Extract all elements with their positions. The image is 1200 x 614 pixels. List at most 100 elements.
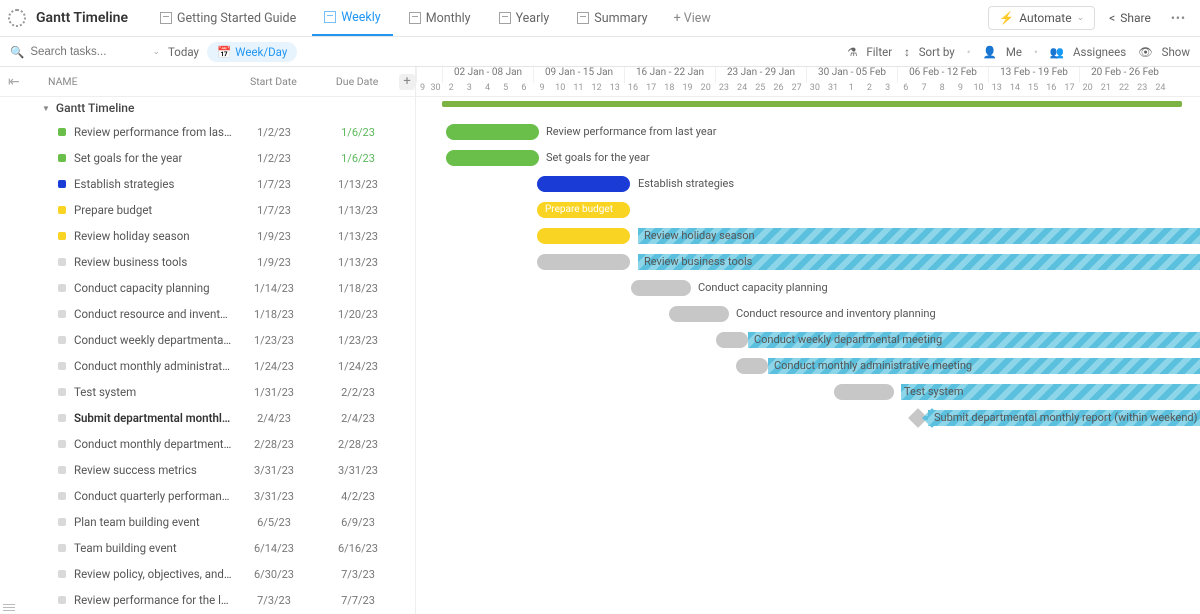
day-label: 25 — [751, 83, 769, 97]
start-date: 3/31/23 — [232, 490, 316, 503]
task-name: Test system — [74, 385, 136, 399]
status-dot — [58, 544, 66, 552]
gantt-bar[interactable] — [669, 306, 729, 322]
day-label: 7 — [915, 83, 933, 97]
status-dot — [58, 336, 66, 344]
task-name: Conduct resource and inventory pl... — [74, 307, 232, 321]
task-row[interactable]: Conduct resource and inventory pl... 1/1… — [0, 301, 415, 327]
task-row[interactable]: Team building event 6/14/23 6/16/23 — [0, 535, 415, 561]
task-row[interactable]: Test system 1/31/23 2/2/23 — [0, 379, 415, 405]
day-label: 27 — [788, 83, 806, 97]
gantt-bar[interactable] — [631, 280, 691, 296]
today-button[interactable]: Today — [168, 45, 199, 59]
eye-icon: 👁 — [1138, 45, 1153, 59]
page-title: Gantt Timeline — [36, 10, 128, 26]
task-row[interactable]: Conduct weekly departmental me... 1/23/2… — [0, 327, 415, 353]
share-button[interactable]: < Share — [1099, 7, 1161, 29]
add-view-button[interactable]: + View — [664, 11, 721, 26]
status-dot — [58, 388, 66, 396]
task-row[interactable]: Review holiday season 1/9/23 1/13/23 — [0, 223, 415, 249]
gantt-bar[interactable] — [537, 254, 630, 270]
list-icon — [3, 604, 15, 611]
tab-monthly[interactable]: Monthly — [397, 0, 483, 36]
col-name[interactable]: NAME — [0, 75, 232, 88]
day-label: 31 — [824, 83, 842, 97]
day-label: 22 — [1115, 83, 1133, 97]
task-row[interactable]: Review business tools 1/9/23 1/13/23 — [0, 249, 415, 275]
weekday-toggle[interactable]: 📅 Week/Day — [207, 42, 297, 62]
tab-weekly[interactable]: Weekly — [312, 0, 392, 36]
task-name: Plan team building event — [74, 515, 200, 529]
day-label: 14 — [1006, 83, 1024, 97]
gantt-bar[interactable] — [834, 384, 894, 400]
task-row[interactable]: Conduct quarterly performance m... 3/31/… — [0, 483, 415, 509]
task-row[interactable]: Set goals for the year 1/2/23 1/6/23 — [0, 145, 415, 171]
start-date: 6/30/23 — [232, 568, 316, 581]
task-row[interactable]: Conduct monthly administrative m... 1/24… — [0, 353, 415, 379]
col-due[interactable]: Due Date — [315, 75, 399, 88]
task-row[interactable]: Review performance from last year 1/2/23… — [0, 119, 415, 145]
view-icon — [409, 12, 421, 24]
status-dot — [58, 232, 66, 240]
status-dot — [58, 440, 66, 448]
task-row[interactable]: Submit departmental monthly re... 2/4/23… — [0, 405, 415, 431]
search-input[interactable]: 🔍 ⌄ — [10, 45, 160, 59]
show-button[interactable]: 👁 Show — [1138, 45, 1190, 59]
task-row[interactable]: Plan team building event 6/5/23 6/9/23 — [0, 509, 415, 535]
task-row[interactable]: Review performance for the last 6 ... 7/… — [0, 587, 415, 613]
bar-label: Conduct monthly administrative meeting — [774, 359, 972, 372]
day-label: 10 — [551, 83, 569, 97]
task-row[interactable]: Conduct monthly departmental m... 2/28/2… — [0, 431, 415, 457]
gantt-panel[interactable]: 02 Jan - 08 Jan09 Jan - 15 Jan16 Jan - 2… — [416, 67, 1200, 614]
status-dot — [58, 596, 66, 604]
task-row[interactable]: Review success metrics 3/31/23 3/31/23 — [0, 457, 415, 483]
group-header[interactable]: ▼ Gantt Timeline — [0, 97, 415, 119]
gantt-bar[interactable] — [736, 358, 768, 374]
sortby-button[interactable]: ↕ Sort by — [904, 45, 955, 59]
due-date: 7/7/23 — [316, 594, 400, 607]
automate-button[interactable]: ⚡ Automate ⌄ — [988, 6, 1095, 30]
gantt-bar[interactable] — [716, 332, 748, 348]
task-row[interactable]: Review policy, objectives, and busi... 6… — [0, 561, 415, 587]
task-row[interactable]: Conduct capacity planning 1/14/23 1/18/2… — [0, 275, 415, 301]
collapse-triangle-icon[interactable]: ▼ — [42, 104, 50, 113]
start-date: 1/9/23 — [232, 230, 316, 243]
tab-getting started guide[interactable]: Getting Started Guide — [148, 0, 308, 36]
day-label: 6 — [897, 83, 915, 97]
bar-label: Establish strategies — [638, 177, 734, 190]
share-icon: < — [1109, 11, 1115, 25]
people-icon: 👥 — [1050, 45, 1064, 59]
filter-icon: ⚗ — [847, 45, 857, 59]
due-date: 2/4/23 — [316, 412, 400, 425]
due-date: 1/18/23 — [316, 282, 400, 295]
bar-label: Set goals for the year — [546, 151, 650, 164]
due-date: 4/2/23 — [316, 490, 400, 503]
gantt-bar[interactable] — [446, 150, 539, 166]
due-date: 2/2/23 — [316, 386, 400, 399]
add-column-button[interactable]: + — [399, 74, 415, 90]
day-label: 9 — [951, 83, 969, 97]
task-name: Conduct monthly administrative m... — [74, 359, 232, 373]
col-start[interactable]: Start Date — [232, 75, 316, 88]
assignees-filter[interactable]: 👥 Assignees — [1050, 45, 1126, 59]
week-label: 13 Feb - 19 Feb — [988, 67, 1079, 83]
collapse-sidebar-icon[interactable]: ⇤ — [8, 74, 20, 90]
me-filter[interactable]: 👤 Me — [983, 45, 1022, 59]
filter-button[interactable]: ⚗ Filter — [847, 45, 892, 59]
tab-yearly[interactable]: Yearly — [487, 0, 562, 36]
more-menu-button[interactable]: ••• — [1165, 11, 1192, 25]
tab-summary[interactable]: Summary — [565, 0, 659, 36]
day-label: 13 — [988, 83, 1006, 97]
day-label: 15 — [1024, 83, 1042, 97]
gantt-bar[interactable]: Prepare budget — [537, 202, 630, 218]
task-name: Conduct weekly departmental me... — [74, 333, 232, 347]
bolt-icon: ⚡ — [999, 11, 1014, 25]
status-dot — [58, 492, 66, 500]
day-label: 24 — [1151, 83, 1169, 97]
gantt-bar[interactable] — [537, 176, 630, 192]
task-row[interactable]: Prepare budget 1/7/23 1/13/23 — [0, 197, 415, 223]
gantt-bar[interactable] — [446, 124, 539, 140]
task-row[interactable]: Establish strategies 1/7/23 1/13/23 — [0, 171, 415, 197]
due-date: 1/20/23 — [316, 308, 400, 321]
gantt-bar[interactable] — [537, 228, 630, 244]
